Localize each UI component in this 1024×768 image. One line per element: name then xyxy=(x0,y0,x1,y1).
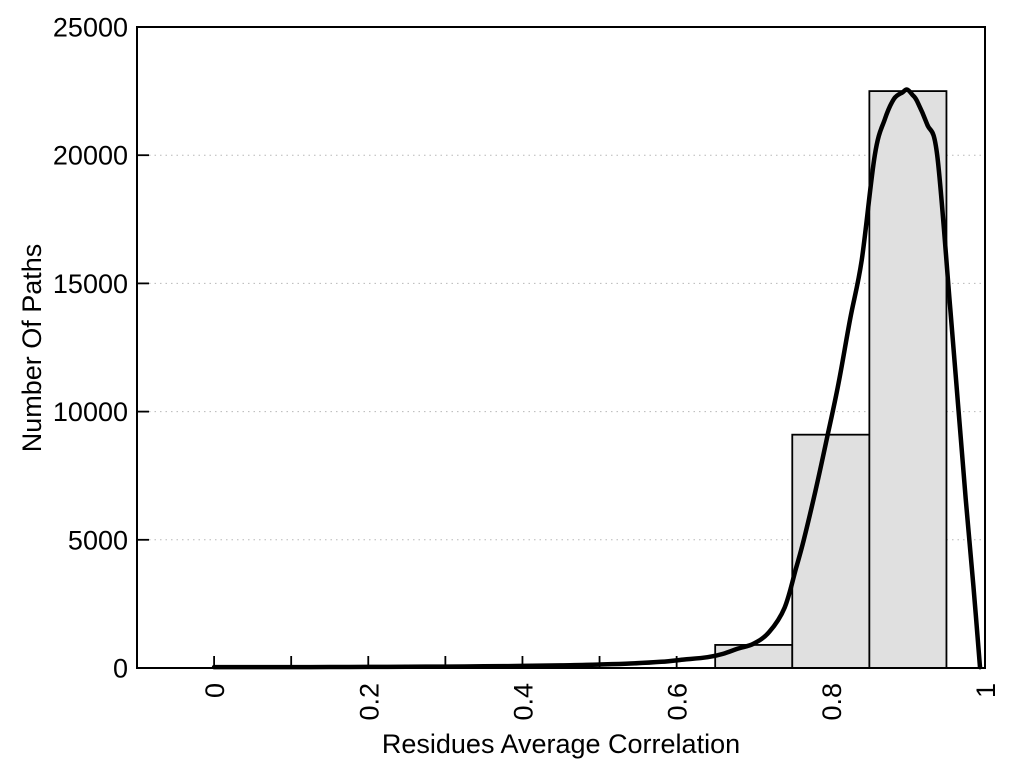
y-tick-label: 10000 xyxy=(53,397,128,427)
plot-border xyxy=(136,26,986,669)
histogram-bar xyxy=(714,644,794,669)
x-tick-label: 0.8 xyxy=(817,683,847,721)
y-tick-label: 5000 xyxy=(68,525,128,555)
x-tick-label: 0.4 xyxy=(509,683,539,721)
y-tick-label: 15000 xyxy=(53,269,128,299)
tick-labels-layer: 0 5000 10000 15000 20000 25000 0 0.2 0.4 0.6 0.8 1 xyxy=(53,13,1001,721)
x-tick-label: 0.6 xyxy=(663,683,693,721)
y-tick-label: 20000 xyxy=(53,141,128,171)
x-tick-label: 0 xyxy=(200,683,230,698)
y-tick-label: 25000 xyxy=(53,13,128,43)
histogram-bars-layer xyxy=(714,90,948,669)
fitted-curve xyxy=(211,87,983,670)
histogram-bar xyxy=(791,433,871,669)
x-tick-label: 1 xyxy=(971,683,1001,698)
y-tick-label: 0 xyxy=(113,654,128,684)
y-axis-title: Number Of Paths xyxy=(17,244,47,453)
x-tick-label: 0.2 xyxy=(354,683,384,721)
histogram-bar xyxy=(868,90,948,669)
x-axis-title: Residues Average Correlation xyxy=(382,729,740,759)
